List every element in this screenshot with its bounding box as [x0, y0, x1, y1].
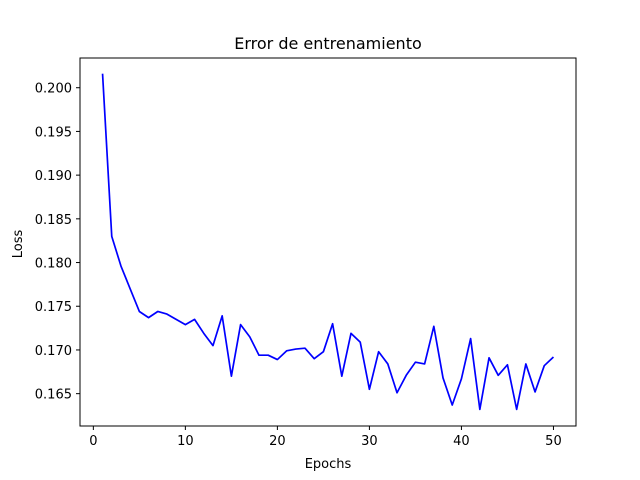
- y-tick-label: 0.200: [35, 82, 72, 97]
- x-tick-label: 20: [269, 434, 286, 449]
- y-tick-label: 0.185: [35, 213, 72, 228]
- x-axis: 0 10 20 30 40 50: [89, 426, 562, 449]
- x-tick-label: 50: [545, 434, 562, 449]
- series-line: [101, 73, 555, 411]
- x-axis-label: Epochs: [305, 457, 352, 472]
- y-tick-label: 0.170: [35, 344, 72, 359]
- x-tick-label: 30: [361, 434, 378, 449]
- x-tick-label: 10: [177, 434, 194, 449]
- plot-area: [101, 73, 555, 411]
- y-tick-label: 0.165: [35, 388, 72, 403]
- chart-title: Error de entrenamiento: [234, 34, 422, 53]
- y-axis-label: Loss: [11, 230, 26, 259]
- y-tick-label: 0.195: [35, 125, 72, 140]
- axes-frame: [79, 57, 577, 427]
- x-tick-label: 0: [89, 434, 97, 449]
- y-axis: 0.165 0.170 0.175 0.180 0.185 0.190 0.195 0.200: [35, 82, 80, 403]
- y-tick-label: 0.175: [35, 300, 72, 315]
- y-tick-label: 0.180: [35, 257, 72, 272]
- x-tick-label: 40: [453, 434, 470, 449]
- y-tick-label: 0.190: [35, 169, 72, 184]
